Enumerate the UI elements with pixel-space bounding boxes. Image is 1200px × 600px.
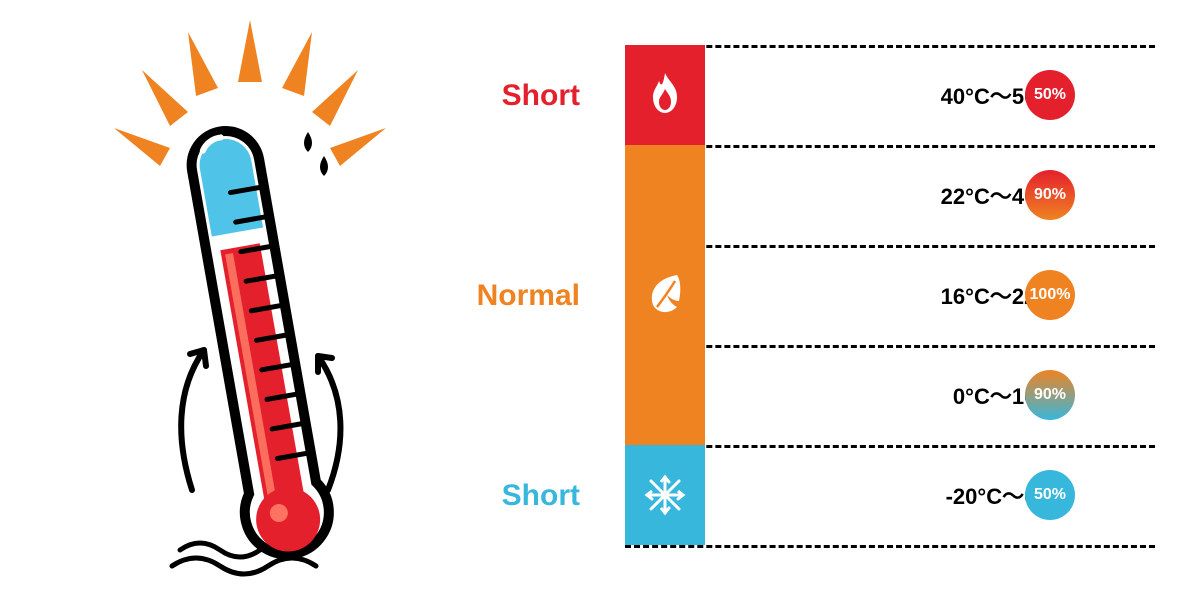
band-hot xyxy=(625,45,705,145)
divider xyxy=(625,545,1155,548)
flame-icon xyxy=(646,73,684,117)
leaf-icon xyxy=(645,273,685,317)
table-row: 40°C～50°C 50% xyxy=(730,45,1085,145)
percent-badge: 100% xyxy=(1025,270,1075,320)
band-normal xyxy=(625,145,705,445)
percent-badge: 90% xyxy=(1025,370,1075,420)
percent-badge: 90% xyxy=(1025,170,1075,220)
percent-badge: 50% xyxy=(1025,470,1075,520)
zone-label-normal: Normal xyxy=(430,279,580,313)
percent-badge: 50% xyxy=(1025,70,1075,120)
table-row: 22°C～40°C 90% xyxy=(730,145,1085,245)
snowflake-icon xyxy=(644,474,686,516)
temperature-table: Short Normal Short xyxy=(430,45,1165,565)
zone-label-hot: Short xyxy=(430,79,580,113)
band-cold xyxy=(625,445,705,545)
zone-label-cold: Short xyxy=(430,479,580,513)
table-row: -20°C～0°C 50% xyxy=(730,445,1085,545)
table-row: 0°C～16°C 90% xyxy=(730,345,1085,445)
table-row: 16°C～22°C 100% xyxy=(730,245,1085,345)
thermometer-illustration xyxy=(80,20,420,580)
